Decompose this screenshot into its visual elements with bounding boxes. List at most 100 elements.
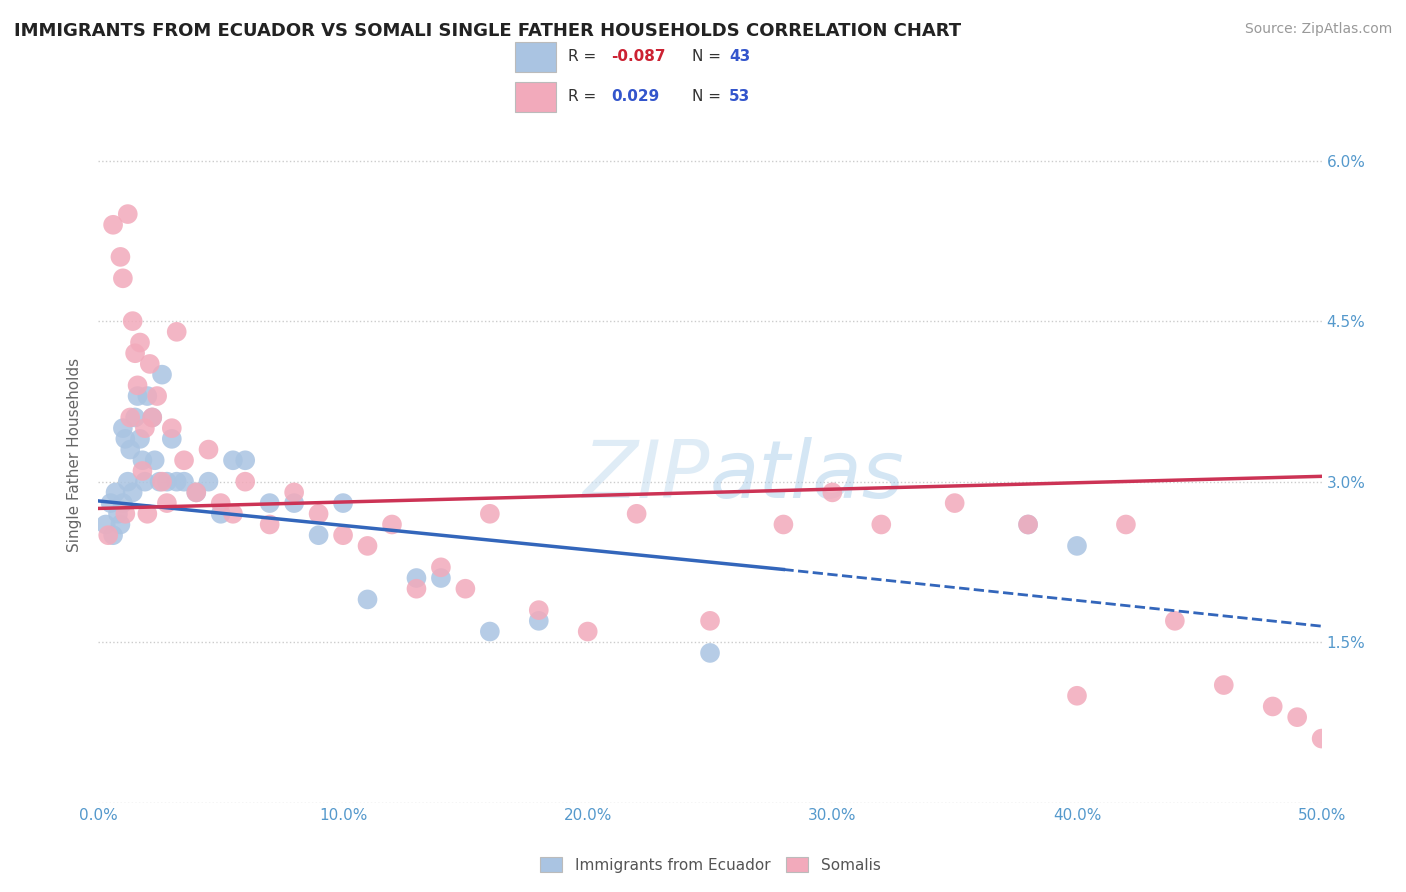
Text: IMMIGRANTS FROM ECUADOR VS SOMALI SINGLE FATHER HOUSEHOLDS CORRELATION CHART: IMMIGRANTS FROM ECUADOR VS SOMALI SINGLE… [14, 22, 962, 40]
Point [222, 507, 245, 521]
Point [1164, 614, 1187, 628]
Point [197, 442, 219, 457]
Point [146, 389, 169, 403]
Point [166, 325, 188, 339]
Point [131, 464, 153, 478]
Point [117, 207, 139, 221]
Point [173, 453, 195, 467]
Point [160, 421, 183, 435]
Point [94, 517, 117, 532]
Text: 0.029: 0.029 [612, 89, 659, 104]
Point [150, 475, 173, 489]
Point [156, 475, 179, 489]
Point [699, 646, 721, 660]
Point [381, 517, 404, 532]
Point [127, 389, 149, 403]
Point [233, 453, 256, 467]
Point [131, 453, 153, 467]
Point [283, 485, 305, 500]
Point [356, 592, 378, 607]
Point [141, 410, 163, 425]
Point [527, 603, 550, 617]
Point [139, 357, 162, 371]
Point [124, 346, 146, 360]
Bar [516, 82, 555, 112]
Point [111, 421, 134, 435]
Point [332, 528, 354, 542]
Point [107, 507, 129, 521]
Point [821, 485, 844, 500]
Point [1017, 517, 1039, 532]
Point [124, 410, 146, 425]
Text: N =: N = [692, 89, 725, 104]
Point [283, 496, 305, 510]
Point [356, 539, 378, 553]
Point [186, 485, 208, 500]
Point [136, 389, 159, 403]
Point [129, 432, 152, 446]
Point [186, 485, 208, 500]
Point [101, 218, 124, 232]
Point [430, 560, 453, 574]
Point [166, 475, 188, 489]
Point [308, 528, 330, 542]
Point [114, 507, 136, 521]
Point [197, 475, 219, 489]
Point [478, 624, 501, 639]
Point [136, 507, 159, 521]
Point [97, 528, 120, 542]
Text: 43: 43 [728, 49, 751, 64]
Text: R =: R = [568, 49, 602, 64]
Point [149, 475, 172, 489]
Point [576, 624, 599, 639]
Point [141, 410, 163, 425]
Point [100, 496, 122, 510]
Point [121, 485, 143, 500]
Point [150, 368, 173, 382]
Point [110, 250, 132, 264]
Point [101, 528, 124, 542]
Point [222, 453, 245, 467]
Point [1310, 731, 1333, 746]
Point [870, 517, 893, 532]
Point [1066, 689, 1088, 703]
Point [259, 496, 281, 510]
Point [209, 496, 232, 510]
Text: atlas: atlas [710, 437, 905, 515]
Point [478, 507, 501, 521]
Text: ZIP: ZIP [582, 437, 710, 515]
Point [1066, 539, 1088, 553]
Point [1286, 710, 1309, 724]
Point [405, 582, 427, 596]
Point [111, 271, 134, 285]
Point [129, 335, 152, 350]
Point [120, 410, 142, 425]
Point [121, 314, 143, 328]
Text: -0.087: -0.087 [612, 49, 666, 64]
Point [134, 475, 156, 489]
Point [114, 432, 136, 446]
Point [332, 496, 354, 510]
Text: Source: ZipAtlas.com: Source: ZipAtlas.com [1244, 22, 1392, 37]
Point [143, 453, 166, 467]
Text: N =: N = [692, 49, 725, 64]
Y-axis label: Single Father Households: Single Father Households [67, 358, 83, 552]
Point [1115, 517, 1137, 532]
Text: 53: 53 [728, 89, 751, 104]
Point [111, 496, 134, 510]
Point [1261, 699, 1284, 714]
Point [259, 517, 281, 532]
Point [626, 507, 648, 521]
Point [233, 475, 256, 489]
Point [943, 496, 966, 510]
Bar [516, 43, 555, 72]
Point [1017, 517, 1039, 532]
Point [160, 432, 183, 446]
Point [772, 517, 794, 532]
Point [127, 378, 149, 392]
Point [527, 614, 550, 628]
Point [120, 442, 142, 457]
Text: R =: R = [568, 89, 602, 104]
Point [110, 517, 132, 532]
Point [454, 582, 477, 596]
